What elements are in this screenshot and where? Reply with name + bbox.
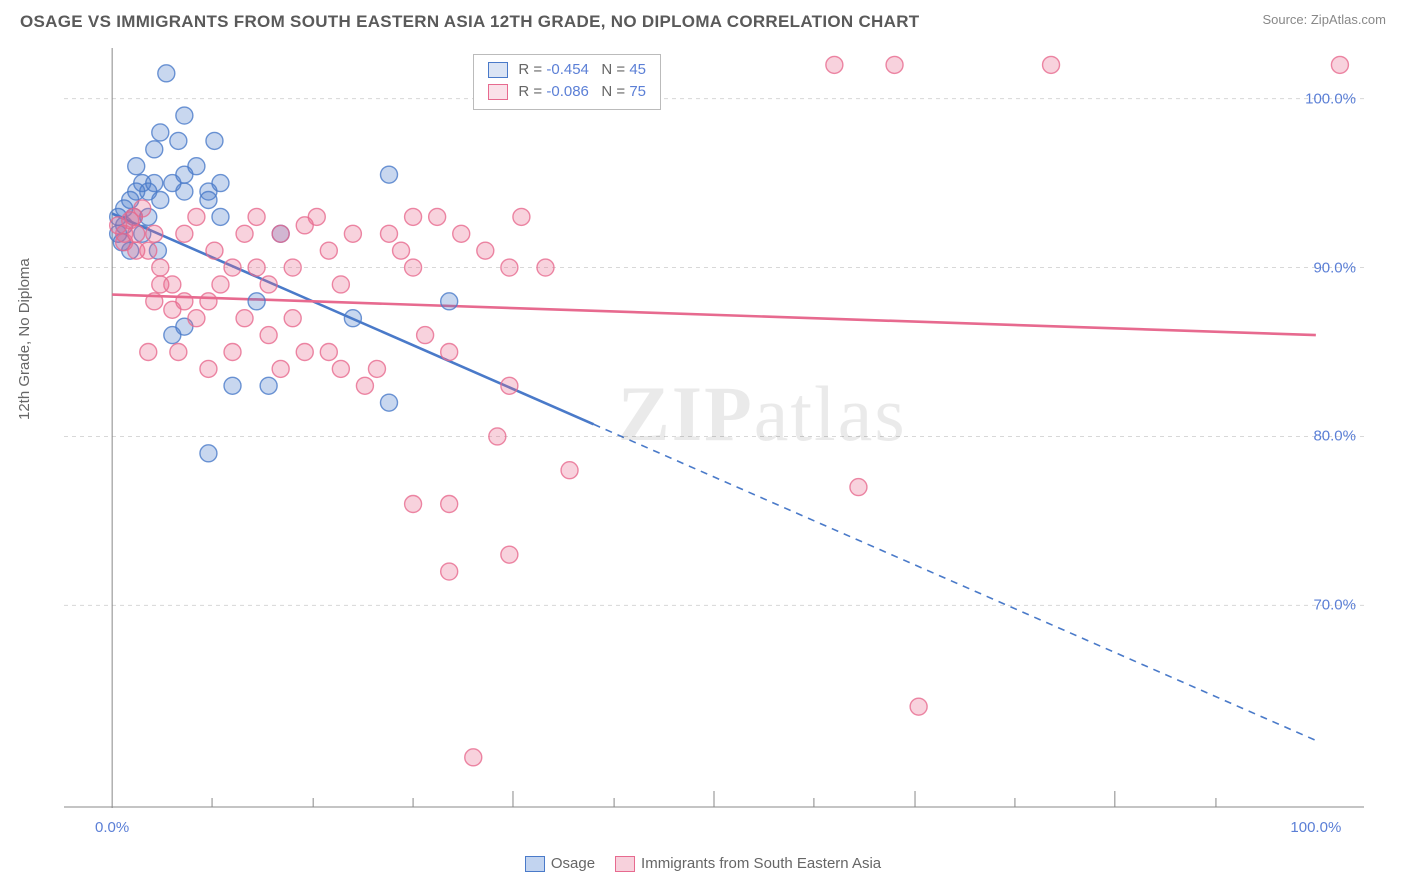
legend-item: Immigrants from South Eastern Asia bbox=[615, 855, 881, 872]
correlation-legend-row: R = -0.454 N = 45 bbox=[488, 59, 646, 81]
legend-label: Osage bbox=[551, 855, 595, 872]
source-link[interactable]: ZipAtlas.com bbox=[1311, 12, 1386, 27]
correlation-legend-box: R = -0.454 N = 45 R = -0.086 N = 75 bbox=[473, 54, 661, 110]
series-legend: Osage Immigrants from South Eastern Asia bbox=[0, 855, 1406, 872]
y-axis-label: 12th Grade, No Diploma bbox=[16, 258, 33, 420]
chart-plot-area: R = -0.454 N = 45 R = -0.086 N = 75 ZIPa… bbox=[64, 48, 1364, 808]
legend-swatch bbox=[488, 62, 508, 78]
chart-title: OSAGE VS IMMIGRANTS FROM SOUTH EASTERN A… bbox=[20, 12, 919, 32]
legend-swatch bbox=[525, 856, 545, 872]
scatter-plot-svg bbox=[64, 48, 1364, 808]
legend-swatch bbox=[488, 84, 508, 100]
correlation-legend-row: R = -0.086 N = 75 bbox=[488, 81, 646, 103]
x-tick-label: 0.0% bbox=[95, 819, 129, 836]
chart-header: OSAGE VS IMMIGRANTS FROM SOUTH EASTERN A… bbox=[20, 12, 1386, 32]
x-tick-label: 100.0% bbox=[1290, 819, 1341, 836]
source-attribution: Source: ZipAtlas.com bbox=[1262, 12, 1386, 27]
y-tick-label: 100.0% bbox=[1305, 90, 1356, 107]
y-tick-label: 70.0% bbox=[1313, 597, 1356, 614]
legend-label: Immigrants from South Eastern Asia bbox=[641, 855, 881, 872]
y-tick-label: 90.0% bbox=[1313, 259, 1356, 276]
source-label: Source: bbox=[1262, 12, 1310, 27]
legend-item: Osage bbox=[525, 855, 595, 872]
y-tick-label: 80.0% bbox=[1313, 428, 1356, 445]
legend-swatch bbox=[615, 856, 635, 872]
